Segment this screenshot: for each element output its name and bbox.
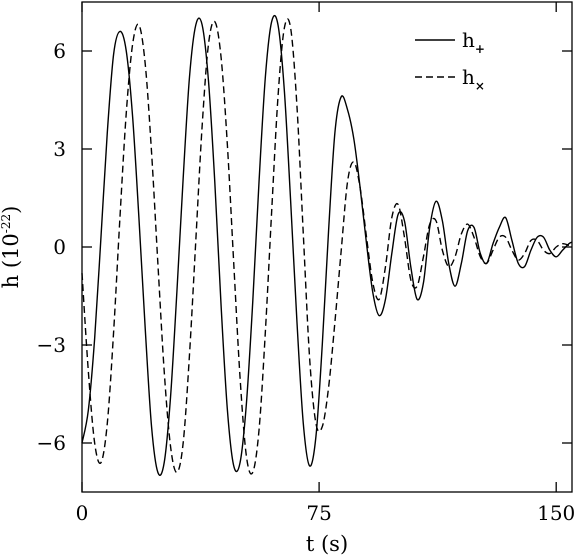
- y-axis-label-base: h (10: [0, 233, 23, 288]
- x-axis-label: t (s): [306, 532, 348, 556]
- x-tick-label: 0: [76, 501, 89, 525]
- legend-label-h-plus: h+: [462, 28, 485, 56]
- legend-label-h-plus-base: h: [462, 28, 475, 52]
- y-tick-label: 3: [53, 137, 66, 161]
- y-axis-label-close: ): [0, 206, 23, 214]
- series-layer: [81, 14, 573, 476]
- legend-label-h-cross-base: h: [462, 65, 475, 89]
- series-line-h-cross: [81, 18, 573, 475]
- y-tick-label: 6: [53, 39, 66, 63]
- legend-label-h-cross: h×: [462, 65, 485, 93]
- ticks-layer: 0 75 150 −6 −3 0 3 6: [37, 2, 574, 525]
- x-tick-label: 150: [537, 501, 574, 525]
- y-axis-label-exponent: -22: [0, 214, 13, 233]
- y-tick-label: −3: [37, 333, 66, 357]
- y-tick-label: 0: [53, 235, 66, 259]
- legend: h+ h×: [415, 28, 485, 93]
- legend-label-h-plus-subscript: +: [475, 42, 485, 56]
- series-line-h-plus: [81, 14, 573, 476]
- y-tick-label: −6: [37, 431, 66, 455]
- x-tick-label: 75: [306, 501, 331, 525]
- y-axis-label: h (10-22): [0, 206, 23, 289]
- legend-label-h-cross-subscript: ×: [475, 79, 485, 93]
